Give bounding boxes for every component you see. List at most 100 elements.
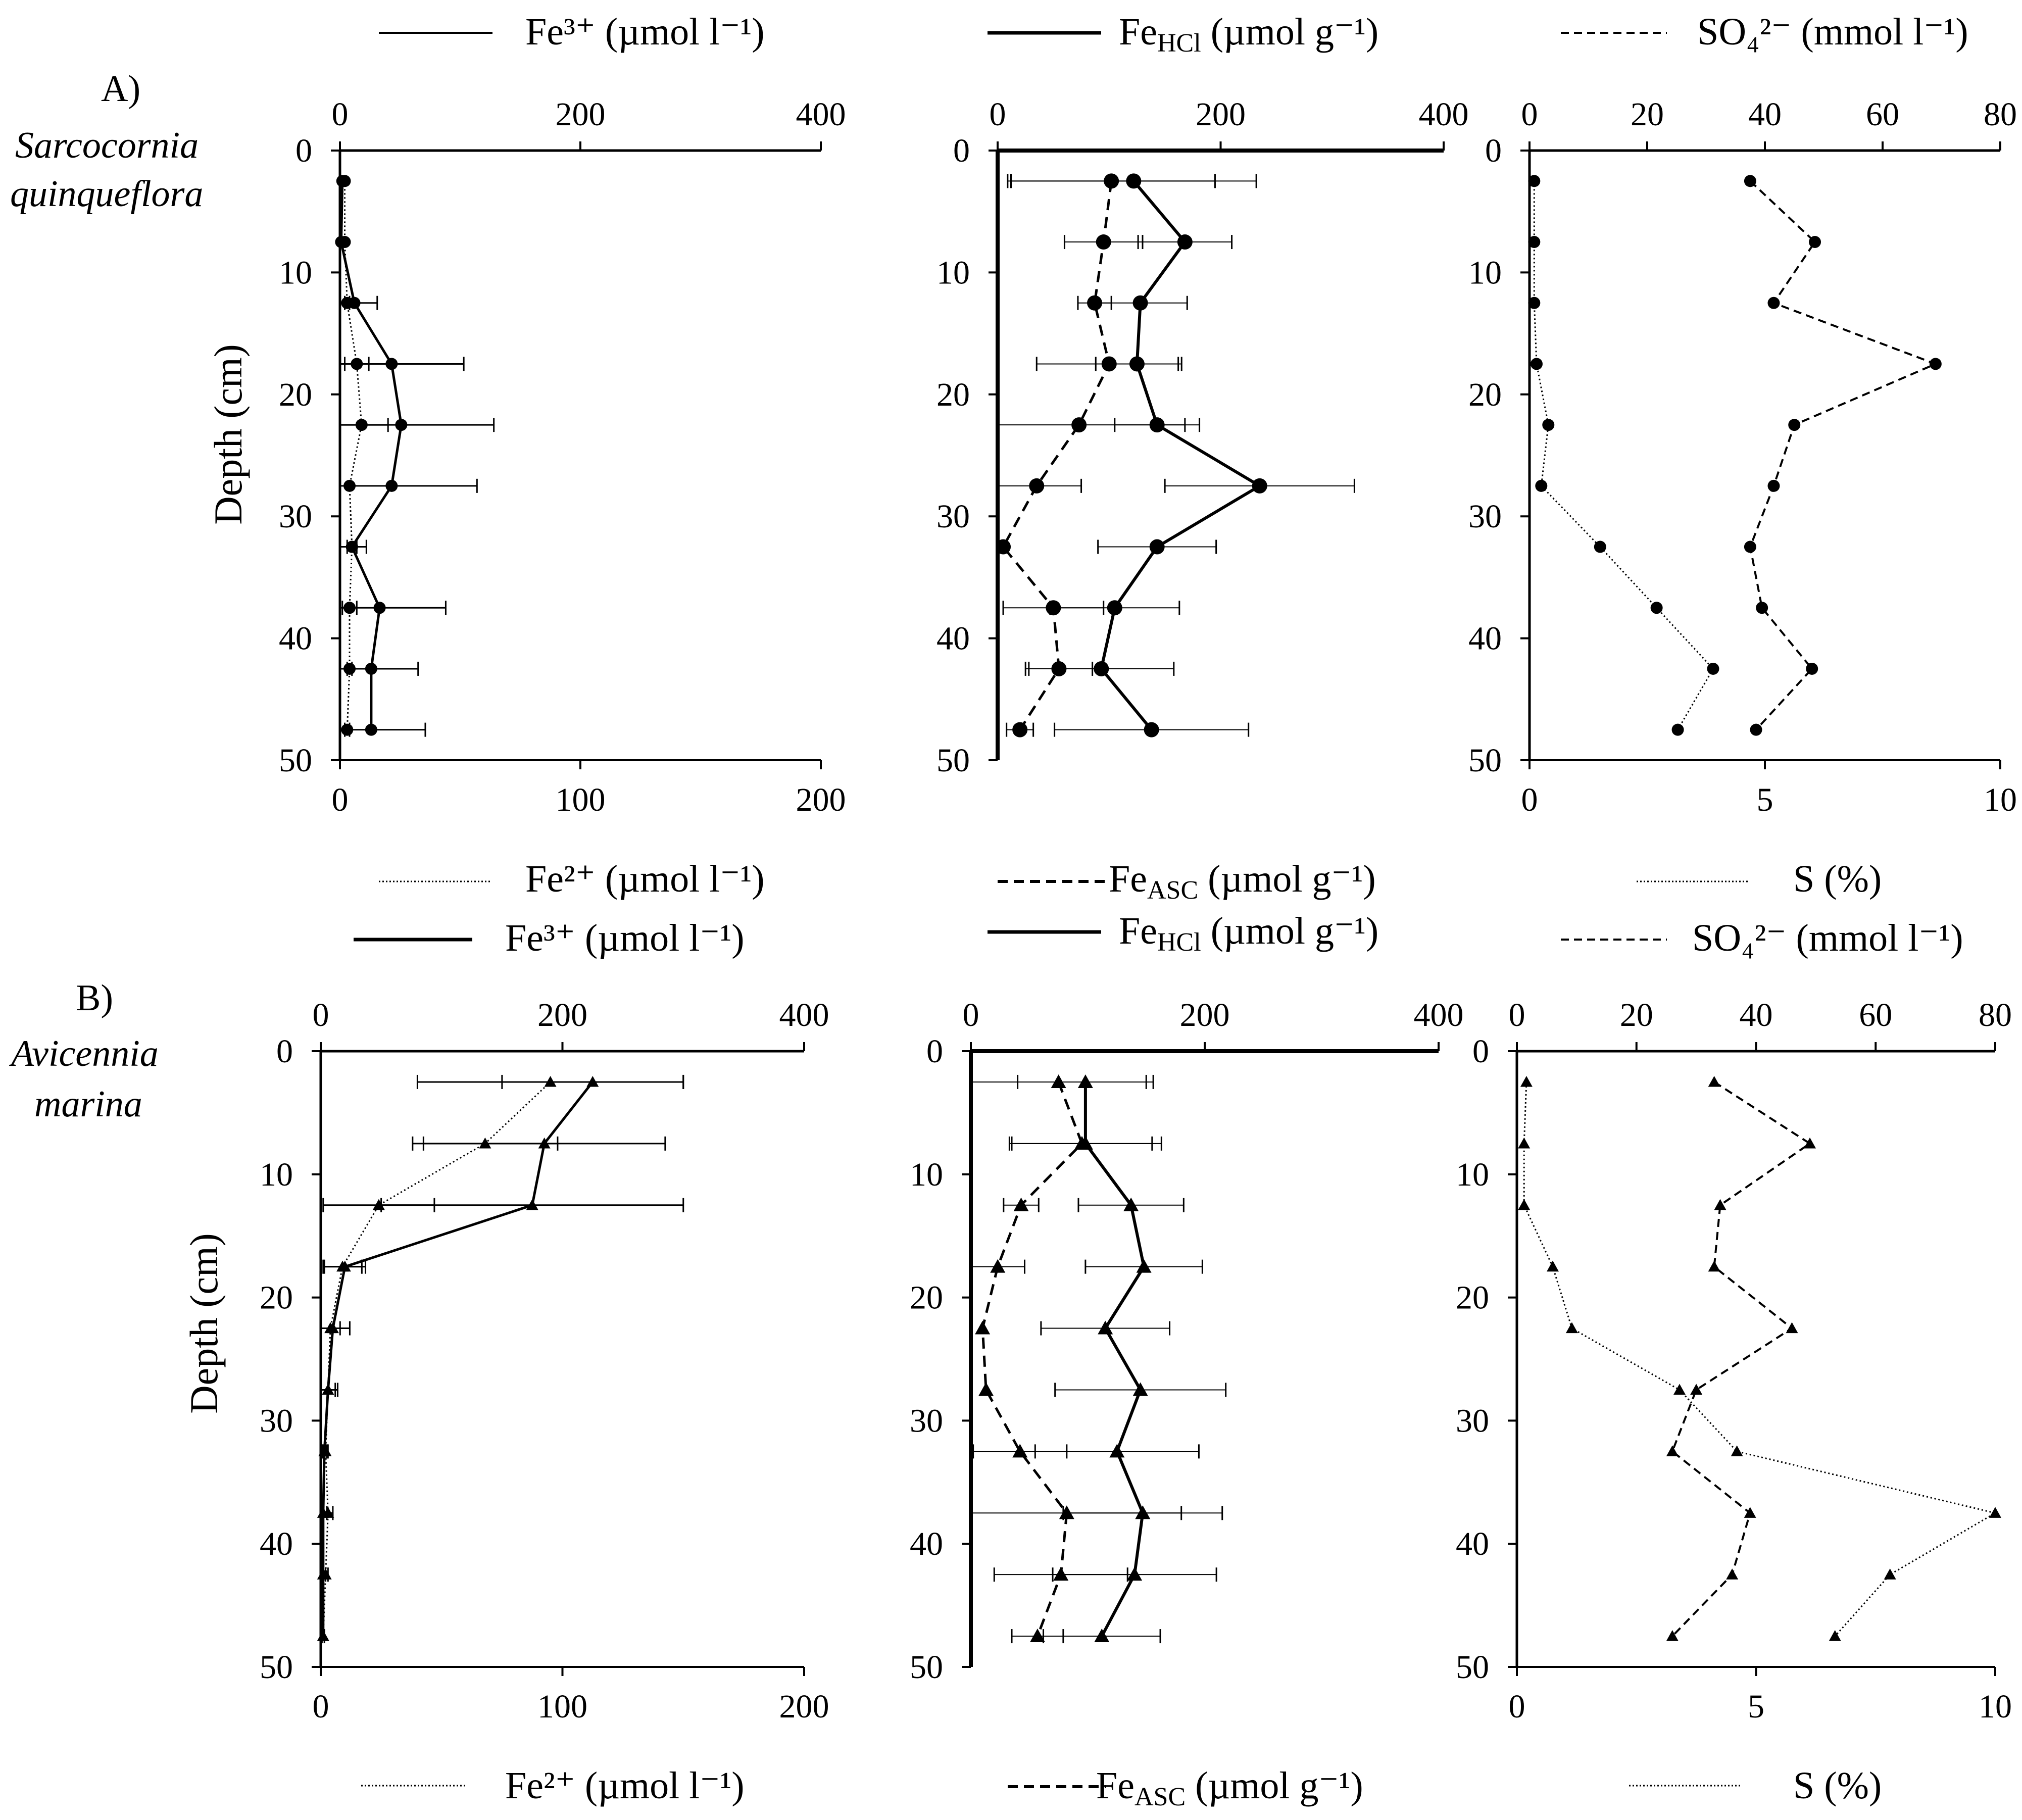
data-point (1098, 1320, 1113, 1335)
data-point (1535, 479, 1548, 492)
data-point (341, 297, 354, 309)
data-point (1756, 602, 1768, 614)
data-point (1012, 1444, 1028, 1458)
data-point (1077, 1074, 1093, 1088)
legend-b-fehcl-sub: HCl (1157, 928, 1201, 957)
panel-b3-axes: 0 10 20 30 40 50 0 20 40 60 80 0 5 10 (1456, 997, 2012, 1725)
data-point (351, 358, 363, 370)
data-point (1071, 417, 1087, 433)
data-point (1177, 234, 1193, 250)
bottom-x-tick-label: 0 (1521, 781, 1538, 818)
data-point (1518, 1199, 1531, 1210)
top-x-tick-label: 400 (779, 997, 829, 1034)
data-point (1104, 173, 1119, 189)
bottom-x-tick-label: 100 (537, 1688, 587, 1725)
y-tick-label: 0 (276, 1033, 293, 1070)
data-point (1530, 358, 1543, 370)
bottom-x-tick-label: 0 (313, 1688, 329, 1725)
data-point (1673, 1384, 1686, 1395)
bottom-x-tick-label: 200 (779, 1688, 829, 1725)
series-line (1533, 181, 1714, 730)
panel-b2-axes: 0 10 20 30 40 50 0 200 400 (910, 997, 1464, 1686)
data-point (1804, 1137, 1816, 1149)
bottom-x-tick-label: 0 (332, 781, 349, 818)
legend-b-so4-label: SO₄²⁻ (mmol l⁻¹) (1692, 917, 1963, 959)
bottom-x-tick-label: 5 (1748, 1688, 1764, 1725)
data-point (1829, 1630, 1841, 1641)
data-point (1542, 419, 1555, 431)
y-tick-label: 40 (1468, 620, 1502, 657)
data-point (317, 1630, 329, 1641)
y-tick-label: 10 (936, 254, 970, 291)
series-a-4 (1744, 175, 1942, 736)
top-x-tick-label: 20 (1631, 96, 1664, 133)
series-line (1749, 180, 1939, 730)
panel-b1-axes: 0 10 20 30 40 50 0 200 400 0 100 200 (260, 997, 829, 1725)
row-a-y-axis-label: Depth (cm) (206, 344, 250, 524)
bottom-x-tick-label: 10 (1984, 781, 2017, 818)
y-tick-label: 40 (936, 620, 970, 657)
data-point (1136, 1259, 1152, 1273)
y-tick-label: 10 (1456, 1156, 1489, 1193)
top-x-tick-label: 80 (1979, 997, 2012, 1034)
data-point (996, 539, 1011, 555)
data-point (990, 1259, 1006, 1273)
y-tick-label: 0 (1485, 132, 1502, 169)
data-point (385, 479, 398, 492)
data-point (1767, 297, 1780, 309)
top-x-tick-label: 0 (313, 997, 329, 1034)
data-point (1929, 358, 1942, 370)
data-point (1714, 1199, 1727, 1210)
legend-a-s-label: S (%) (1793, 858, 1882, 900)
data-point (1707, 662, 1719, 675)
data-point (479, 1137, 491, 1149)
y-tick-label: 0 (295, 132, 312, 169)
y-tick-label: 20 (1456, 1280, 1489, 1316)
y-tick-label: 20 (1468, 376, 1502, 413)
data-point (343, 479, 356, 492)
legend-b-feasc-label: FeASC (µmol g⁻¹) (1096, 1764, 1363, 1811)
data-point (1123, 1197, 1139, 1211)
data-point (1650, 602, 1663, 614)
data-point (324, 1322, 337, 1334)
top-x-tick-label: 0 (963, 997, 979, 1034)
data-point (1989, 1507, 2001, 1518)
data-point (1520, 1075, 1533, 1087)
bottom-x-tick-label: 200 (796, 781, 846, 818)
row-b-panel-label: B) (76, 977, 113, 1019)
legend-b-feasc-sub: ASC (1135, 1783, 1186, 1811)
data-point (1528, 175, 1541, 187)
top-x-tick-label: 0 (1521, 96, 1538, 133)
data-point (1107, 600, 1122, 616)
y-tick-label: 10 (910, 1156, 943, 1193)
data-point (975, 1320, 991, 1335)
series-b-5 (1518, 1075, 2001, 1641)
y-tick-label: 40 (910, 1526, 943, 1562)
data-point (1806, 662, 1818, 675)
data-point (1029, 478, 1045, 494)
data-point (526, 1199, 538, 1210)
row-a-panel-label: A) (101, 68, 140, 110)
data-point (1744, 1507, 1756, 1518)
y-tick-label: 0 (926, 1033, 943, 1070)
series-line (322, 1081, 551, 1637)
bottom-x-tick-label: 100 (556, 781, 606, 818)
data-point (1132, 295, 1148, 311)
data-point (385, 358, 398, 370)
row-b: B) Avicennia marina Fe³⁺ (µmol l⁻¹) FeHC… (9, 910, 1963, 1811)
data-point (1690, 1384, 1703, 1395)
series-line (1671, 1081, 1812, 1637)
data-point (1094, 661, 1109, 676)
series-line (1100, 180, 1263, 731)
data-point (978, 1382, 994, 1396)
y-tick-label: 0 (1472, 1033, 1489, 1070)
bottom-x-tick-label: 5 (1757, 781, 1773, 818)
series-line (1001, 181, 1113, 730)
data-point (346, 540, 358, 553)
y-tick-label: 40 (1456, 1526, 1489, 1562)
series-a-5 (1528, 175, 1719, 736)
data-point (1518, 1137, 1531, 1149)
data-point (1788, 419, 1801, 431)
data-point (1046, 600, 1061, 616)
